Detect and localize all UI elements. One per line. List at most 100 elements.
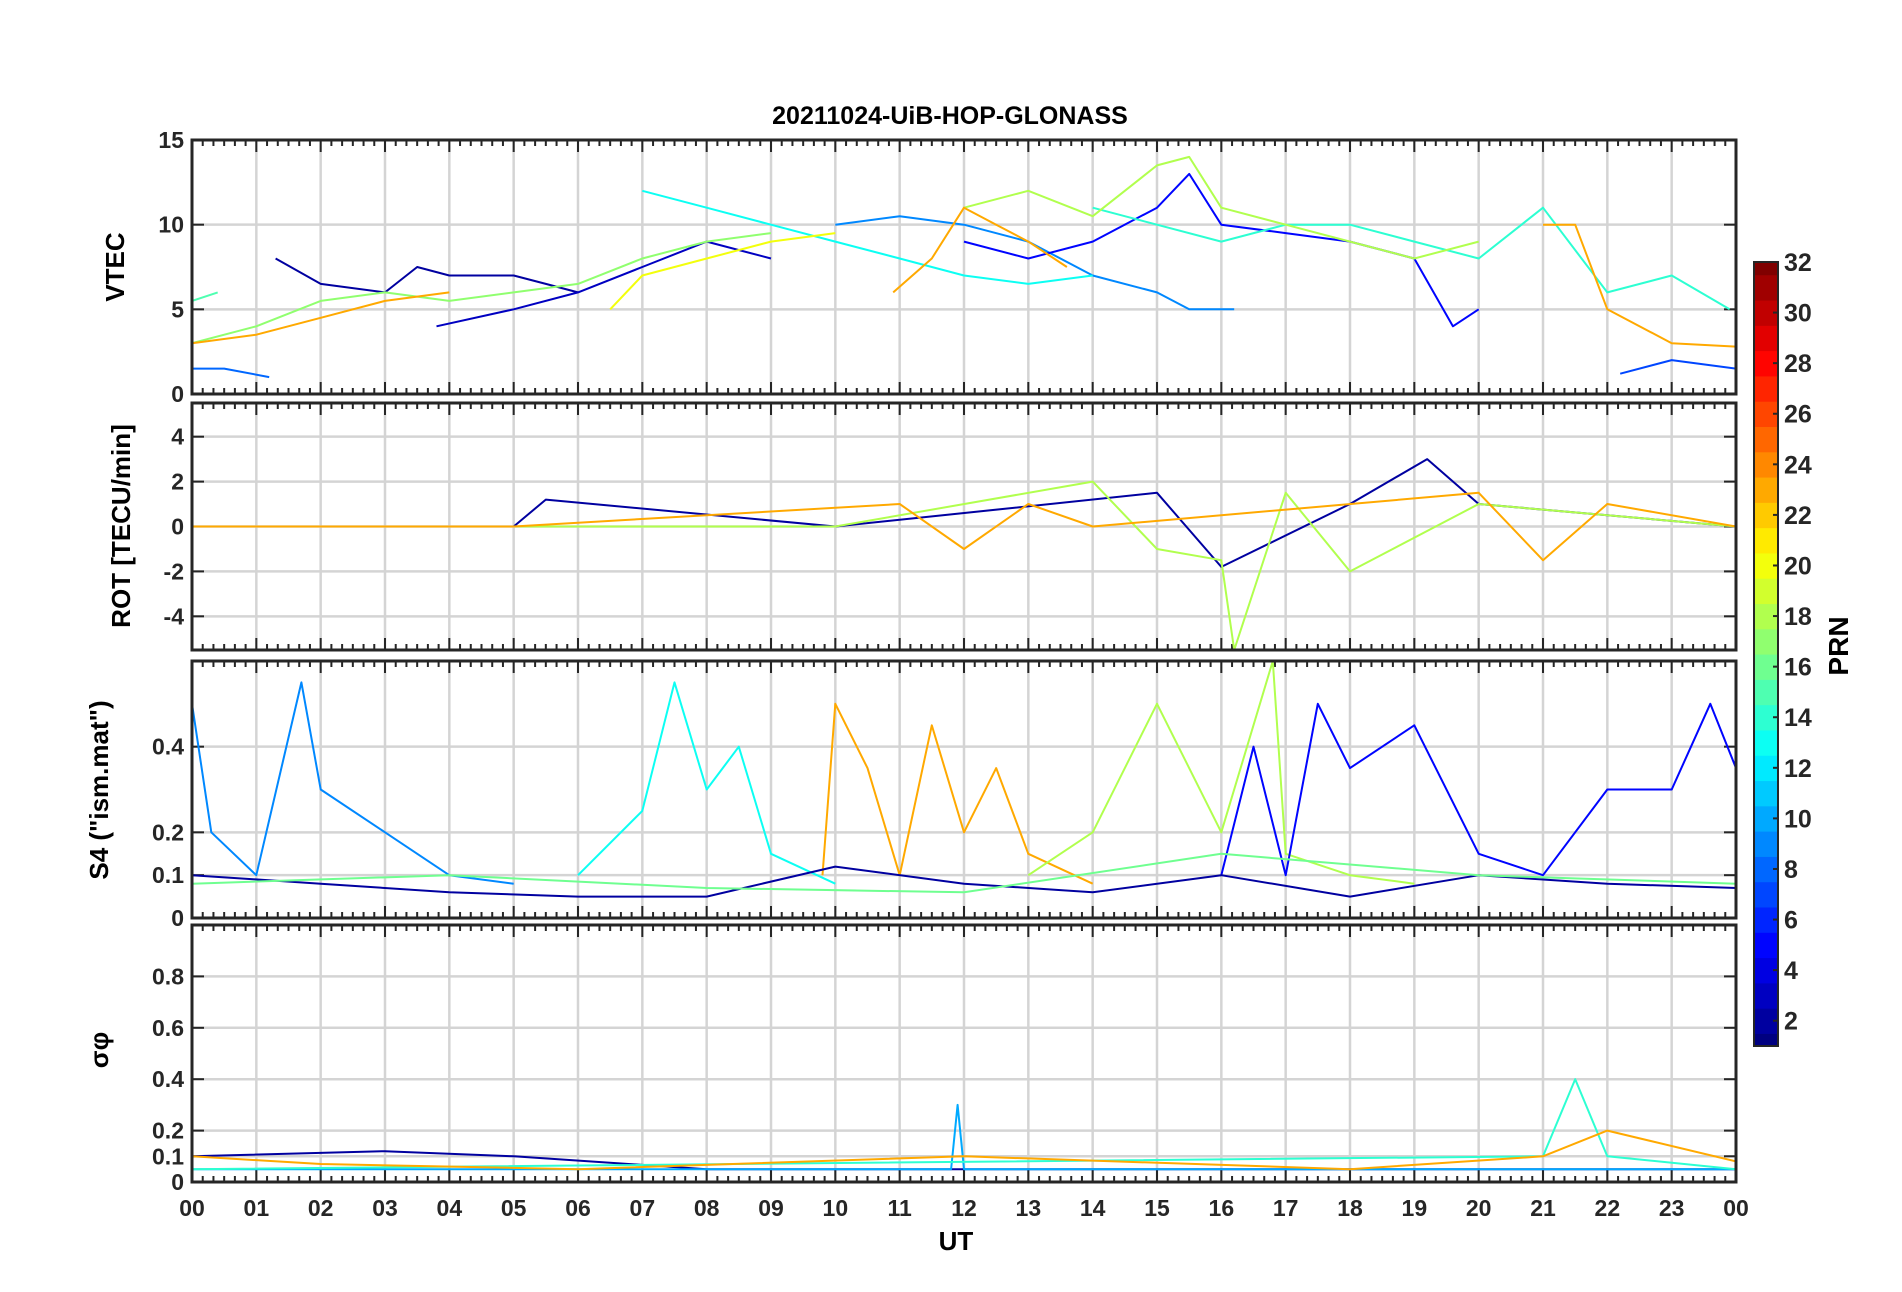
vtec-panel: 0 5 10 15 VTEC	[100, 127, 1738, 407]
colorbar-label: PRN	[1823, 616, 1854, 675]
colorbar-swatch	[1754, 1033, 1778, 1047]
rot-series-prn-23	[192, 491, 1736, 562]
colorbar-tick-label: 18	[1784, 603, 1812, 631]
sigma_phi-frame	[190, 923, 1738, 1184]
vtec-frame	[190, 138, 1738, 396]
sigma_phi-ylabel: σφ	[84, 1032, 114, 1068]
x-tick-label: 21	[1530, 1195, 1556, 1221]
rot-series-prn-18	[192, 480, 1736, 650]
x-axis-label: UT	[939, 1226, 974, 1256]
sigma_phi-ytick-label: 0.1	[152, 1143, 184, 1169]
sigma_phi-series-group	[192, 1078, 1736, 1171]
s4-ytick-label: 0.2	[152, 819, 184, 845]
colorbar-swatch	[1754, 274, 1778, 301]
colorbar-tick-label: 20	[1784, 552, 1812, 580]
colorbar-swatch	[1754, 780, 1778, 807]
vtec-series-prn-5	[963, 172, 1480, 328]
colorbar-tick-label: 14	[1784, 704, 1812, 732]
vtec-ytick-label: 10	[158, 212, 184, 238]
vtec-ytick-label: 15	[158, 127, 184, 153]
vtec-ytick-label: 5	[171, 296, 184, 322]
rot-ytick-label: 2	[171, 469, 184, 495]
x-tick-label: 09	[758, 1195, 784, 1221]
vtec-series-prn-17	[192, 232, 772, 345]
vtec-series-prn-15	[192, 291, 219, 302]
x-tick-label: 06	[565, 1195, 591, 1221]
rot-panel: -4 -2 0 2 4 ROT [TECU/min]	[106, 401, 1738, 652]
x-tick-label: 19	[1402, 1195, 1428, 1221]
x-tick-label: 18	[1337, 1195, 1363, 1221]
x-tick-label: 17	[1273, 1195, 1299, 1221]
vtec-series-prn-7	[1619, 359, 1736, 375]
colorbar-tick-label: 2	[1784, 1008, 1798, 1036]
colorbar-tick-label: 8	[1784, 856, 1798, 884]
colorbar-tick-label: 22	[1784, 502, 1812, 530]
colorbar-swatch	[1754, 426, 1778, 453]
vtec-ytick-label: 0	[171, 381, 184, 407]
figure-title: 20211024-UiB-HOP-GLONASS	[772, 102, 1128, 130]
x-tick-label: 16	[1209, 1195, 1235, 1221]
vtec-series-prn-23	[192, 291, 450, 345]
colorbar-swatch	[1754, 325, 1778, 352]
x-tick-label: 00	[179, 1195, 205, 1221]
colorbar-swatch	[1754, 932, 1778, 959]
x-tick-label: 15	[1144, 1195, 1170, 1221]
x-tick-label: 14	[1080, 1195, 1106, 1221]
rot-ytick-label: 0	[171, 514, 184, 540]
sigma_phi-series-prn-23	[192, 1129, 1736, 1171]
colorbar-swatch	[1754, 628, 1778, 655]
s4-series-prn-18	[1027, 661, 1415, 885]
colorbar-swatch	[1754, 262, 1778, 276]
s4-ytick-label: 0.1	[152, 862, 184, 888]
s4-series-prn-23	[821, 702, 1094, 885]
s4-series-group	[192, 661, 1736, 898]
s4-ylabel: S4 ("ism.mat")	[84, 700, 114, 879]
x-tick-label: 05	[501, 1195, 527, 1221]
colorbar-tick-label: 28	[1784, 350, 1812, 378]
x-axis: 00 01 02 03 04 05 06 07 08 09 10 11 12 13 14 15 16 17 18 19…	[179, 1195, 1749, 1221]
colorbar-swatch	[1754, 578, 1778, 605]
colorbar-tick-label: 6	[1784, 907, 1798, 935]
rot-series-prn-2	[192, 458, 1736, 568]
sigma_phi-ytick-label: 0.8	[152, 963, 184, 989]
colorbar-swatch	[1754, 881, 1778, 908]
s4-frame	[190, 659, 1738, 920]
vtec-series-prn-23	[1543, 223, 1736, 348]
colorbar-swatch	[1754, 729, 1778, 756]
s4-ytick-label: 0.4	[152, 734, 184, 760]
x-tick-label: 23	[1659, 1195, 1685, 1221]
rot-ytick-label: 4	[171, 424, 184, 450]
colorbar-swatch	[1754, 982, 1778, 1009]
rot-ytick-label: -2	[164, 558, 184, 584]
s4-series-prn-9	[192, 681, 514, 885]
vtec-series-prn-14	[1092, 206, 1731, 311]
colorbar-swatch	[1754, 679, 1778, 706]
colorbar-tick-label: 4	[1784, 957, 1798, 985]
sigma_phi-series-prn-10	[192, 1103, 1736, 1171]
colorbar-swatch	[1754, 375, 1778, 402]
colorbar-frame	[1753, 261, 1779, 1047]
rot-ylabel: ROT [TECU/min]	[106, 424, 136, 628]
s4-panel: 0 0.1 0.2 0.4 S4 ("ism.mat")	[84, 659, 1738, 931]
colorbar-swatch	[1754, 476, 1778, 503]
s4-ytick-label: 0	[171, 905, 184, 931]
vtec-series-prn-23	[892, 206, 1068, 294]
rot-frame	[190, 401, 1738, 652]
vtec-series-prn-3	[436, 240, 772, 328]
rot-ytick-label: -4	[164, 603, 185, 629]
x-tick-label: 02	[308, 1195, 334, 1221]
colorbar-tick-label: 26	[1784, 401, 1812, 429]
s4-series-prn-5	[1220, 702, 1736, 877]
colorbar-tick-label: 10	[1784, 805, 1812, 833]
x-tick-label: 12	[951, 1195, 977, 1221]
x-tick-label: 07	[630, 1195, 656, 1221]
vtec-series-prn-18	[963, 155, 1479, 260]
sigma_phi-ytick-label: 0.4	[152, 1066, 184, 1092]
vtec-series-prn-13	[642, 189, 1093, 285]
vtec-series-group	[192, 155, 1736, 379]
rot-series-group	[192, 458, 1736, 650]
x-tick-label: 04	[437, 1195, 463, 1221]
colorbar-tick-label: 12	[1784, 755, 1812, 783]
